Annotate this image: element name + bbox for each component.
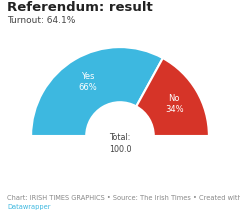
Wedge shape [31, 47, 163, 136]
Text: Turnout: 64.1%: Turnout: 64.1% [7, 16, 76, 25]
Text: Datawrapper: Datawrapper [7, 204, 51, 210]
Text: Total:
100.0: Total: 100.0 [109, 133, 131, 154]
Text: Chart: IRISH TIMES GRAPHICS • Source: The Irish Times • Created with: Chart: IRISH TIMES GRAPHICS • Source: Th… [7, 195, 240, 201]
Text: Yes
66%: Yes 66% [78, 72, 97, 92]
Text: Referendum: result: Referendum: result [7, 1, 153, 14]
Text: No
34%: No 34% [165, 94, 184, 114]
Wedge shape [136, 58, 209, 136]
